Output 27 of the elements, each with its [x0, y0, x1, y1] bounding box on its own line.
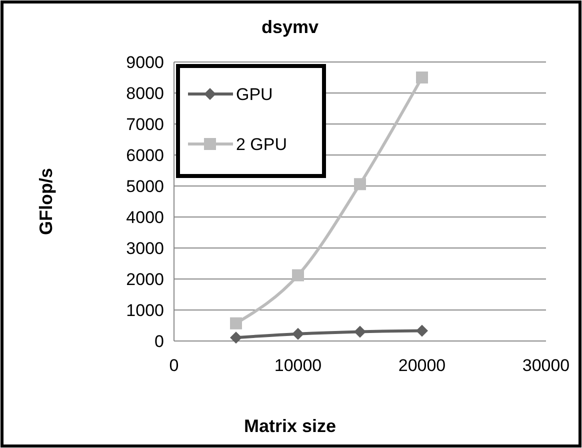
x-tick-label: 0: [169, 356, 179, 375]
y-axis-title: GFlop/s: [36, 168, 56, 235]
x-tick-label: 20000: [398, 356, 446, 375]
x-tick-label: 10000: [274, 356, 322, 375]
y-tick-label: 3000: [126, 238, 164, 258]
y-tick-label: 6000: [126, 146, 164, 165]
legend-label: 2 GPU: [236, 134, 288, 154]
point: [292, 328, 304, 340]
x-axis-title: Matrix size: [244, 416, 336, 436]
point: [354, 326, 366, 338]
point: [416, 324, 428, 337]
y-tick-label: 5000: [126, 176, 164, 196]
y-tick-label: 9000: [126, 52, 164, 72]
point: [230, 317, 242, 330]
point: [292, 269, 304, 282]
point: [354, 178, 366, 190]
y-tick-label: 8000: [126, 84, 164, 103]
y-tick-label: 0: [154, 332, 164, 351]
chart-title: dsymv: [261, 17, 319, 37]
y-tick-label: 4000: [126, 208, 164, 227]
y-tick-label: 7000: [126, 114, 164, 134]
x-tick-label: 30000: [522, 356, 570, 375]
y-tick-label: 2000: [126, 270, 164, 289]
point: [416, 72, 428, 84]
y-tick-label: 1000: [126, 300, 164, 320]
point: [230, 332, 242, 344]
legend-label: GPU: [236, 84, 273, 104]
